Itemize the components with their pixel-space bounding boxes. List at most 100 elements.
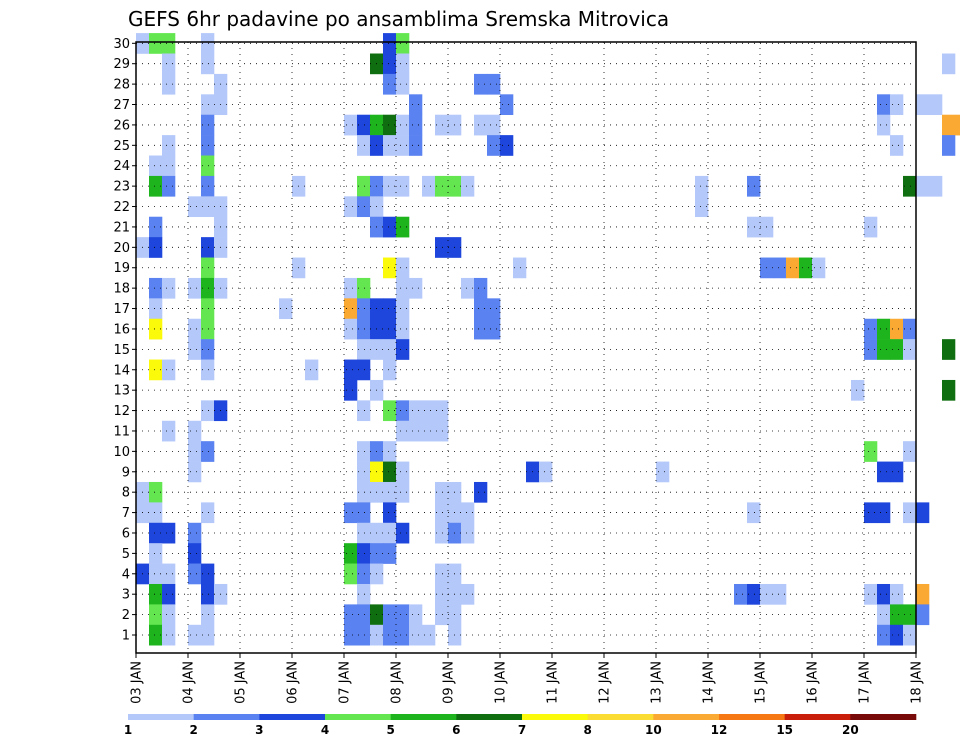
- heatmap-cell: [201, 257, 215, 279]
- heatmap-cell: [201, 339, 215, 360]
- heatmap-cell: [396, 216, 410, 238]
- heatmap-cell: [383, 461, 397, 483]
- heatmap-cell: [396, 298, 410, 320]
- heatmap-cell: [461, 502, 475, 524]
- heatmap-cell: [357, 502, 371, 524]
- heatmap-cell: [201, 604, 215, 626]
- heatmap-cell: [201, 583, 215, 605]
- heatmap-cell: [396, 277, 410, 299]
- heatmap-cell: [162, 53, 176, 75]
- y-tick-label: 8: [122, 486, 130, 501]
- heatmap-cell: [864, 441, 878, 462]
- heatmap-cell: [188, 318, 202, 340]
- y-tick-label: 13: [113, 384, 130, 399]
- heatmap-cell: [396, 257, 410, 279]
- heatmap-cell: [188, 563, 202, 585]
- heatmap-cell: [786, 257, 800, 279]
- heatmap-cell: [344, 624, 358, 646]
- heatmap-cell: [487, 298, 501, 320]
- heatmap-cell: [890, 583, 904, 605]
- heatmap-cell: [409, 604, 423, 626]
- heatmap-cell: [344, 563, 358, 585]
- heatmap-cell: [474, 114, 488, 136]
- heatmap-cell: [500, 94, 514, 116]
- heatmap-cell: [435, 583, 449, 605]
- colorbar-swatch: [259, 714, 326, 720]
- heatmap-cell: [435, 522, 449, 544]
- heatmap-cell: [422, 624, 436, 646]
- heatmap-cell: [162, 563, 176, 585]
- heatmap-cell: [877, 583, 891, 605]
- heatmap-cell: [383, 502, 397, 524]
- colorbar-swatch: [128, 714, 194, 720]
- heatmap-cell: [357, 175, 371, 197]
- heatmap-cell: [201, 502, 215, 524]
- heatmap-cell: [422, 420, 436, 442]
- heatmap-cell: [162, 155, 176, 177]
- heatmap-cell: [435, 481, 449, 503]
- y-axis-ticks: 1234567891011121314151617181920212223242…: [113, 37, 136, 644]
- heatmap-cell: [903, 502, 917, 524]
- colorbar-label: 3: [255, 723, 263, 737]
- heatmap-cell: [357, 563, 371, 585]
- heatmap-cell: [916, 604, 930, 626]
- heatmap-cell: [409, 400, 423, 422]
- colorbar-label: 1: [124, 723, 132, 737]
- heatmap-cell: [149, 318, 163, 340]
- heatmap-cell: [357, 298, 371, 320]
- heatmap-cell: [357, 114, 371, 136]
- heatmap-cell: [149, 155, 163, 177]
- colorbar: 1 2 3 4 5 6 7 8 10 12 15 20: [124, 714, 917, 737]
- colorbar-label: 2: [189, 723, 197, 737]
- colorbar-label: 20: [842, 723, 859, 737]
- heatmap-cell: [383, 216, 397, 238]
- heatmap-cell: [383, 543, 397, 564]
- chart-title: GEFS 6hr padavine po ansamblima Sremska …: [128, 7, 669, 31]
- x-axis-ticks: 03 JAN 04 JAN 05 JAN 06 JAN 07 JAN 08 JAN 09 J…: [130, 653, 925, 704]
- heatmap-cell: [396, 481, 410, 503]
- heatmap-cell: [383, 114, 397, 136]
- y-tick-label: 15: [113, 343, 130, 358]
- heatmap-cell: [435, 175, 449, 197]
- heatmap-cell: [344, 543, 358, 564]
- heatmap-cell: [435, 237, 449, 258]
- heatmap-cell: [149, 359, 163, 381]
- heatmap-cell: [877, 461, 891, 483]
- heatmap-cell: [344, 359, 358, 381]
- heatmap-cell: [383, 135, 397, 156]
- heatmap-cell: [344, 502, 358, 524]
- heatmap-cell: [422, 400, 436, 422]
- heatmap-cell: [474, 318, 488, 340]
- y-tick-label: 10: [113, 445, 130, 460]
- y-tick-label: 7: [122, 506, 130, 521]
- heatmap-cell: [383, 400, 397, 422]
- heatmap-cell: [474, 73, 488, 95]
- heatmap-cell: [162, 175, 176, 197]
- heatmap-cell: [357, 624, 371, 646]
- heatmap-cell: [942, 53, 956, 75]
- heatmap-cell: [734, 583, 748, 605]
- heatmap-cell: [383, 604, 397, 626]
- heatmap-cell: [461, 583, 475, 605]
- heatmap-cell: [409, 420, 423, 442]
- heatmap-cell: [162, 33, 176, 54]
- heatmap-cell: [201, 237, 215, 258]
- heatmap-cell: [344, 318, 358, 340]
- colorbar-swatch: [456, 714, 523, 720]
- heatmap-cell: [916, 175, 930, 197]
- heatmap-cell: [188, 339, 202, 360]
- heatmap-cell: [357, 583, 371, 605]
- heatmap-cell: [890, 604, 904, 626]
- heatmap-cell: [162, 135, 176, 156]
- colorbar-label: 15: [776, 723, 793, 737]
- x-tick-label: 09 JAN: [442, 661, 457, 704]
- colorbar-label: 6: [452, 723, 460, 737]
- heatmap-cell: [435, 114, 449, 136]
- heatmap-cell: [890, 318, 904, 340]
- y-tick-label: 17: [113, 302, 130, 317]
- heatmap-cell: [409, 94, 423, 116]
- heatmap-cell: [149, 237, 163, 258]
- heatmap-cell: [201, 563, 215, 585]
- heatmap-cell: [149, 563, 163, 585]
- colorbar-swatch: [719, 714, 785, 720]
